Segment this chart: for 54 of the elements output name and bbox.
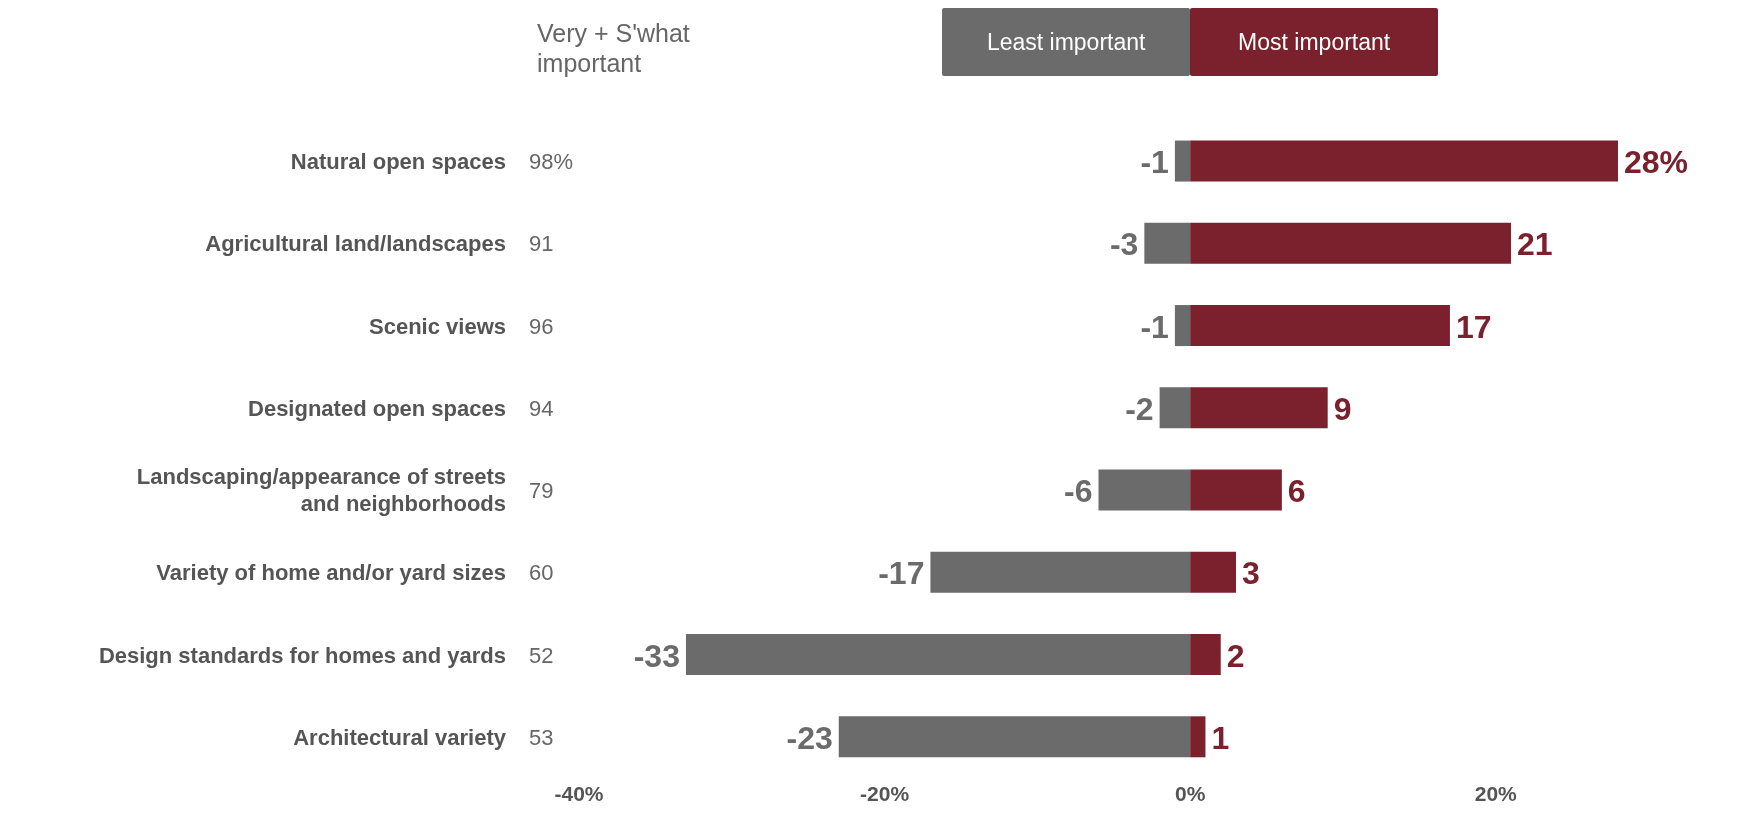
legend: Least important Most important [942, 8, 1439, 76]
data-label: -1 [1140, 308, 1169, 345]
y-tick-label: Scenic views [369, 313, 506, 339]
text: Very + S'what important [537, 18, 691, 78]
bar [1190, 222, 1512, 264]
text: 94 [529, 395, 554, 421]
bar [1159, 387, 1191, 429]
data-label: -23 [786, 719, 833, 756]
data-label: 9 [1333, 390, 1352, 427]
text: 91 [529, 231, 554, 257]
bar [1190, 716, 1206, 758]
x-tick-label: -40% [554, 781, 604, 805]
y-tick-label: Natural open spaces [290, 149, 506, 175]
text: 53 [529, 724, 554, 750]
bar [1174, 140, 1191, 182]
data-label: 21 [1517, 226, 1553, 263]
data-label: 6 [1287, 473, 1306, 510]
bar [1144, 222, 1191, 264]
bar [930, 551, 1191, 593]
x-tick-label: -20% [860, 781, 910, 805]
y-tick-label: Design standards for homes and yards [98, 642, 506, 668]
data-label: 28% [1624, 144, 1689, 181]
bar [685, 634, 1191, 676]
text: 98% [529, 149, 574, 175]
text: 60 [529, 560, 554, 586]
text: 96 [529, 313, 554, 339]
bar [1190, 551, 1237, 593]
bar [1174, 305, 1191, 347]
text: 52 [529, 642, 554, 668]
y-tick-label: Landscaping/appearance of streets and neighborhoods [136, 464, 506, 517]
data-label: 17 [1455, 308, 1492, 345]
data-label: 1 [1211, 719, 1230, 756]
bar [1190, 634, 1221, 676]
y-tick-label: Designated open spaces [248, 395, 506, 421]
bar [1190, 387, 1328, 429]
data-label: -33 [633, 637, 680, 674]
bar [838, 716, 1191, 758]
bar [1190, 305, 1450, 347]
data-label: -3 [1109, 226, 1139, 263]
data-label: -17 [878, 555, 925, 592]
data-label: -1 [1140, 144, 1169, 181]
y-tick-label: Agricultural land/landscapes [205, 231, 506, 257]
data-label: -2 [1125, 390, 1154, 427]
bar [1190, 140, 1618, 182]
data-label: -6 [1064, 473, 1093, 510]
x-tick-label: 20% [1474, 781, 1518, 805]
bar [1190, 469, 1282, 511]
y-tick-label: Architectural variety [293, 724, 507, 750]
y-tick-label: Variety of home and/or yard sizes [156, 560, 506, 586]
data-label: 2 [1226, 637, 1245, 674]
data-label: 3 [1242, 555, 1260, 592]
x-tick-label: 0% [1175, 781, 1206, 805]
text: 79 [529, 478, 554, 504]
bar [1098, 469, 1191, 511]
